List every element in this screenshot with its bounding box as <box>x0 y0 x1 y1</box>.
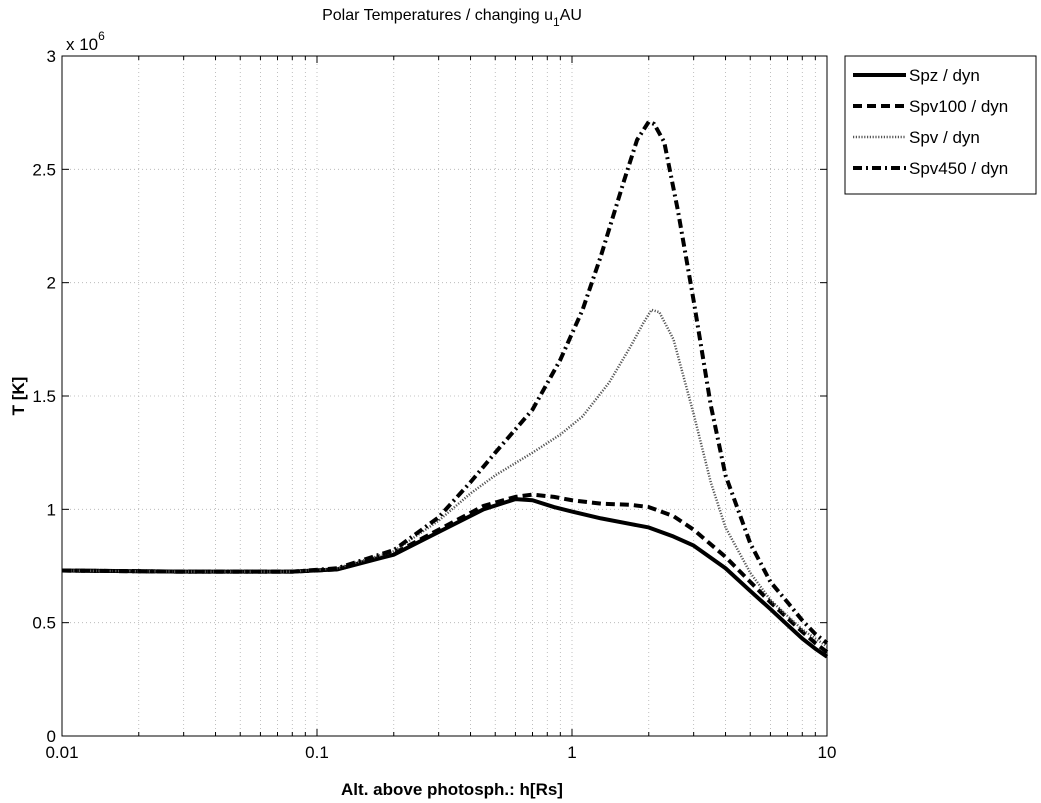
y-axis-label: T [K] <box>9 377 28 416</box>
x-tick-label: 10 <box>818 743 837 762</box>
grid <box>62 56 827 736</box>
y-tick-label: 2 <box>47 274 56 293</box>
chart-title-suffix: AU <box>560 7 582 24</box>
legend-label-spv450-dyn: Spv450 / dyn <box>909 159 1008 178</box>
chart-title-subscript: 1 <box>553 15 560 29</box>
series-line-spv100-dyn <box>61 492 829 654</box>
x-tick-label: 0.01 <box>45 743 78 762</box>
series-lines <box>61 119 829 659</box>
chart-title: Polar Temperatures / changing u1AU <box>322 7 582 29</box>
y-tick-label: 2.5 <box>32 160 56 179</box>
x-axis-label: Alt. above photosph.: h[Rs] <box>341 780 563 799</box>
x-tick-label: 1 <box>567 743 576 762</box>
y-exponent-power: 6 <box>98 29 105 43</box>
tick-labels: 0 0.5 1 1.5 2 2.5 3 0.01 0.1 1 10 <box>32 47 836 762</box>
legend-label-spv-dyn: Spv / dyn <box>909 128 980 147</box>
legend-label-spv100-dyn: Spv100 / dyn <box>909 97 1008 116</box>
plot-background <box>62 56 827 736</box>
legend: Spz / dyn Spv100 / dyn Spv / dyn Spv450 / d… <box>844 55 1037 195</box>
y-exponent-label: x 106 <box>66 29 105 54</box>
y-tick-label: 0.5 <box>32 614 56 633</box>
tick-marks <box>62 55 827 737</box>
y-exponent-base: x 10 <box>66 35 98 54</box>
series-line-spv450-dyn <box>61 119 829 645</box>
legend-label-spz-dyn: Spz / dyn <box>909 66 980 85</box>
legend-box <box>844 55 1037 195</box>
chart-title-main: Polar Temperatures / changing u <box>322 7 553 24</box>
x-tick-label: 0.1 <box>305 743 329 762</box>
legend-items: Spz / dyn Spv100 / dyn Spv / dyn Spv450 / d… <box>853 66 1008 178</box>
y-tick-label: 0 <box>47 727 56 746</box>
y-tick-label: 3 <box>47 47 56 66</box>
y-tick-label: 1 <box>47 500 56 519</box>
y-tick-label: 1.5 <box>32 387 56 406</box>
